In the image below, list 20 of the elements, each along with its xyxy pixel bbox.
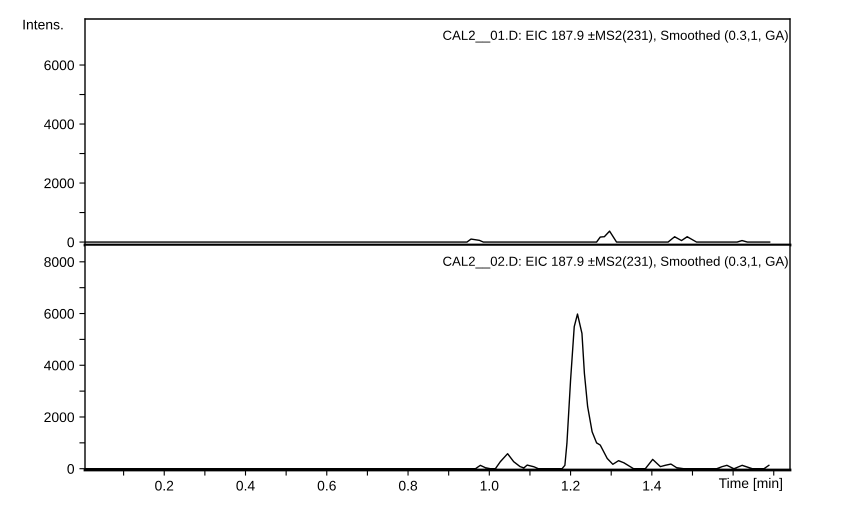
x-tick-label: 1.4 (643, 480, 662, 490)
y-axis-title: Intens. (23, 20, 63, 30)
annotation: CAL2__01.D: EIC 187.9 ±MS2(231), Smoothed (0.3,1, GA) (443, 30, 788, 43)
x-axis-title: Time [min] (718, 478, 782, 491)
y-tick-label: 4000 (44, 119, 74, 130)
x-tick-label: 0.6 (318, 480, 336, 491)
x-tick-label: 0.8 (398, 480, 418, 491)
x-tick-label: 1.2 (562, 480, 580, 490)
x-tick-label: 0.4 (236, 480, 255, 491)
y-tick-label: 6000 (44, 60, 74, 70)
annotation: CAL2__02.D: EIC 187.9 ±MS2(231), Smoothed (0.3,1, GA) (443, 256, 788, 269)
y-tick-label: 8000 (44, 257, 74, 267)
y-tick-label: 0 (67, 464, 74, 474)
y-tick-label: 6000 (44, 308, 74, 319)
y-tick-label: 4000 (44, 360, 74, 370)
y-tick-label: 0 (67, 237, 74, 248)
x-tick-label: 0.2 (155, 480, 174, 491)
y-tick-label: 2000 (44, 178, 74, 188)
y-tick-label: 2000 (44, 412, 74, 422)
x-tick-label: 1.0 (480, 480, 498, 491)
